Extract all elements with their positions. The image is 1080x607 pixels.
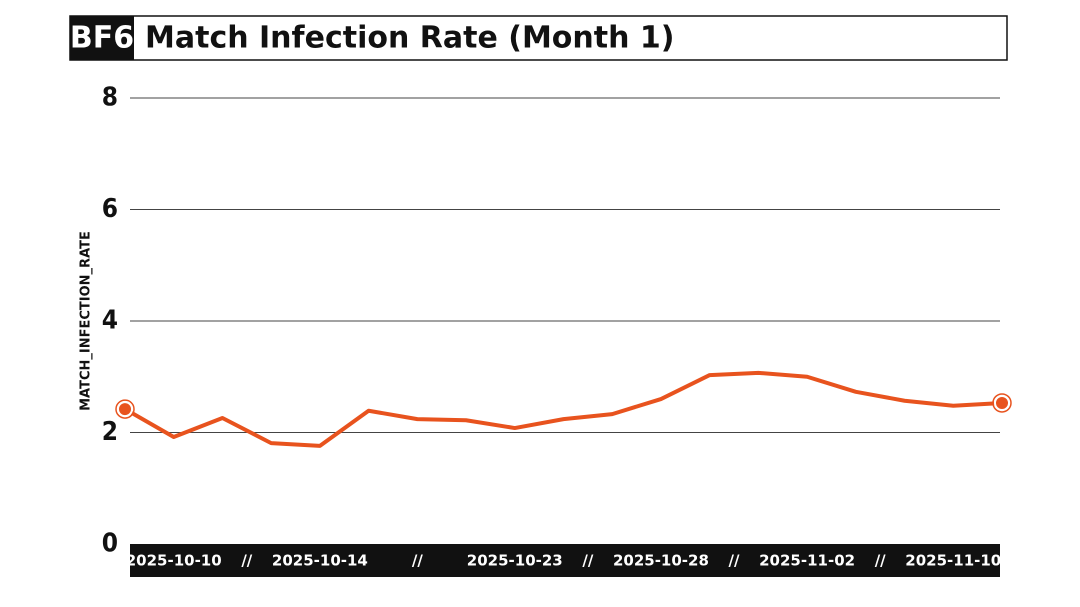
end-point-ring <box>992 393 1012 413</box>
end-point <box>117 401 133 418</box>
x-tick-label: 2025-10-23 <box>467 552 563 570</box>
brand: BF6 <box>70 21 134 56</box>
end-point <box>994 394 1010 411</box>
y-axis-label: MATCH_INFECTION_RATE <box>79 231 94 411</box>
x-axis-band <box>130 544 1000 577</box>
x-separator: // <box>582 552 593 570</box>
y-tick-label: 8 <box>102 83 118 113</box>
data-line <box>124 370 1003 448</box>
brand-badge <box>70 16 134 60</box>
title-box <box>69 15 1008 61</box>
x-separator: // <box>412 552 423 570</box>
y-tick-label: 2 <box>102 417 118 447</box>
chart-title: Match Infection Rate (Month 1) <box>145 21 675 56</box>
x-tick-label: 2025-10-28 <box>613 552 709 570</box>
x-separator: // <box>729 552 740 570</box>
x-tick-label: 2025-11-10 <box>905 552 1001 570</box>
x-tick-label: 2025-10-10 <box>126 552 222 570</box>
x-separator: // <box>875 552 886 570</box>
x-tick-label: 2025-11-02 <box>759 552 855 570</box>
x-separator: // <box>241 552 252 570</box>
y-tick-label: 4 <box>102 306 118 336</box>
y-tick-label: 6 <box>102 194 118 224</box>
y-tick-label: 0 <box>102 529 118 559</box>
end-point-ring <box>115 399 135 419</box>
x-tick-label: 2025-10-14 <box>272 552 368 570</box>
